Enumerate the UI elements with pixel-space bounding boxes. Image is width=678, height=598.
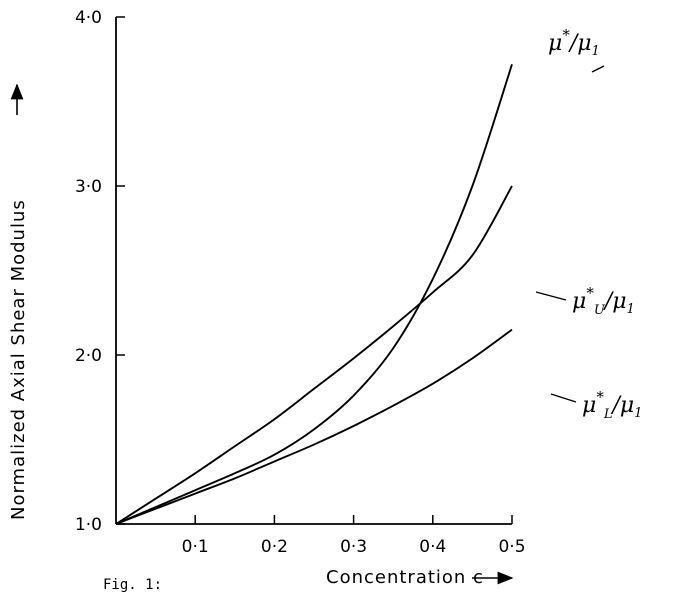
x-tick-label: 0·3 bbox=[340, 537, 367, 557]
curve-mu-upper bbox=[115, 185, 513, 525]
y-tick-label: 3·0 bbox=[75, 177, 102, 197]
figure-caption: Fig. 1: bbox=[103, 577, 162, 593]
series-label-mu-lower: μ*L/μ1 bbox=[582, 388, 642, 422]
x-tick-label: 0·1 bbox=[182, 537, 209, 557]
series-label-leader bbox=[550, 393, 577, 403]
ticks: 0·1 0·2 0·3 0·4 0·5 1·0 2·0 3·0 4·0 bbox=[75, 8, 526, 557]
x-tick-label: 0·5 bbox=[498, 537, 525, 557]
y-tick-label: 2·0 bbox=[75, 346, 102, 366]
series-labels: μ*/μ1 μ*U/μ1 μ*L/μ1 bbox=[535, 26, 642, 422]
x-tick-label: 0·4 bbox=[419, 537, 446, 557]
y-axis-title: Normalized Axial Shear Modulus bbox=[8, 199, 29, 520]
curves bbox=[115, 64, 513, 525]
axes bbox=[115, 17, 512, 525]
y-tick-label: 1·0 bbox=[75, 515, 102, 535]
x-axis-title: Concentration c bbox=[326, 567, 484, 588]
series-label-mu-star: μ*/μ1 bbox=[548, 26, 600, 59]
curve-mu-lower bbox=[115, 328, 513, 525]
series-label-leader bbox=[535, 291, 567, 301]
series-label-mu-upper: μ*U/μ1 bbox=[572, 284, 635, 318]
x-tick-label: 0·2 bbox=[261, 537, 288, 557]
series-label-leader bbox=[591, 65, 605, 73]
y-tick-label: 4·0 bbox=[75, 8, 102, 28]
curve-mu-star bbox=[115, 64, 513, 525]
